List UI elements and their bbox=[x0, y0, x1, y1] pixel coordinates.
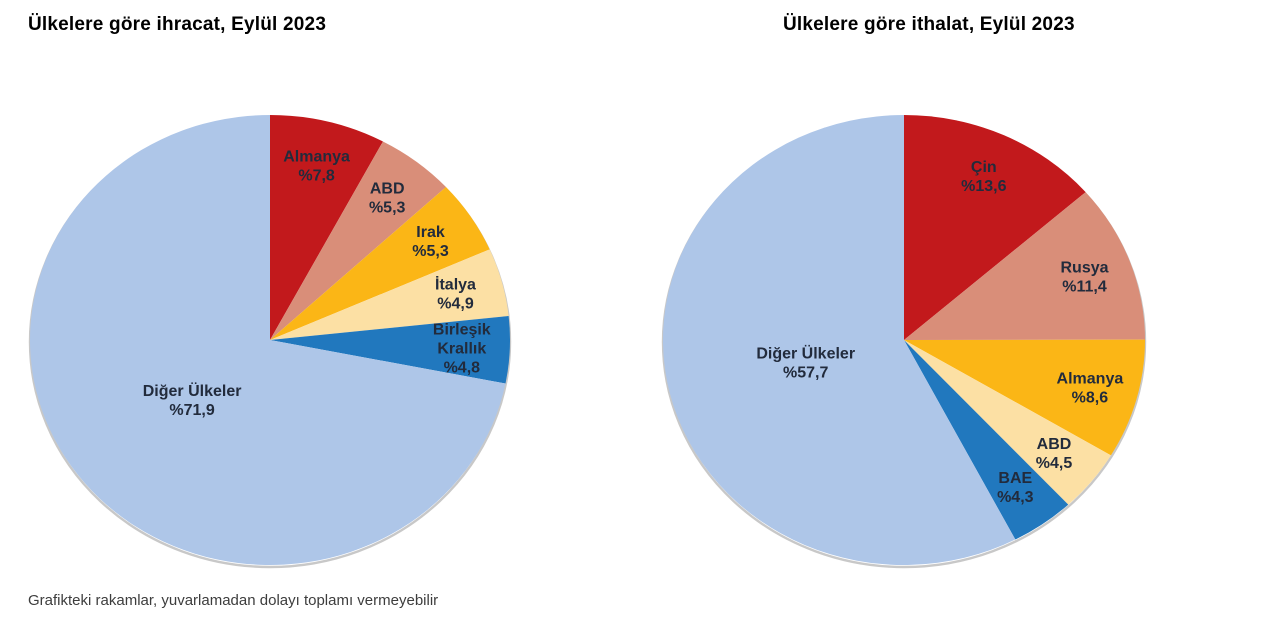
pie-slice-diger-ulkeler bbox=[29, 115, 506, 566]
pie-slice-rusya bbox=[904, 192, 1145, 340]
pie-label-i-talya: İtalya %4,9 bbox=[435, 276, 476, 313]
pie-label-abd: ABD %4,5 bbox=[1036, 436, 1073, 472]
pie-slice-i-talya bbox=[270, 249, 509, 340]
pie-slice-diger-ulkeler bbox=[662, 115, 1016, 565]
pie-label-almanya: Almanya %8,6 bbox=[1057, 371, 1124, 407]
pie-slice-almanya bbox=[904, 339, 1146, 456]
pie-slice-irak bbox=[270, 187, 490, 340]
pie-slice-bae bbox=[904, 340, 1069, 540]
pie-slice-abd bbox=[270, 141, 446, 340]
import-pie-chart: Çin %13,6 Rusya %11,4 Almanya %8,6 ABD %4,5BAE%… bbox=[661, 115, 1147, 569]
pie-label-rusya: Rusya %11,4 bbox=[1060, 260, 1108, 296]
pie-label-abd: ABD %5,3 bbox=[369, 180, 406, 216]
pie-label-diger-ulkeler: Diğer Ülkeler %57,7 bbox=[756, 344, 855, 382]
rounding-footnote: Grafikteki rakamlar, yuvarlamadan dolayı… bbox=[28, 592, 439, 609]
pie-slice-almanya bbox=[270, 115, 383, 340]
pie-slice-birlesik-krallik bbox=[270, 316, 510, 384]
export-chart-title: Ülkelere göre ihracat, Eylül 2023 bbox=[28, 14, 327, 35]
pie-label-almanya: Almanya %7,8 bbox=[283, 148, 350, 184]
pie-label-irak: Irak %5,3 bbox=[412, 224, 449, 260]
import-chart-title: Ülkelere göre ithalat, Eylül 2023 bbox=[783, 14, 1075, 35]
pie-slice-abd bbox=[904, 340, 1111, 505]
pie-label-birlesik-krallik: Birleşik Krallık %4,8 bbox=[433, 321, 491, 376]
pie-label-diger-ulkeler: Diğer Ülkeler %71,9 bbox=[143, 381, 242, 419]
pie-slice-cin bbox=[904, 115, 1086, 340]
pie-label-bae: BAE %4,3 bbox=[997, 470, 1034, 506]
pie-label-cin: Çin %13,6 bbox=[961, 159, 1006, 195]
